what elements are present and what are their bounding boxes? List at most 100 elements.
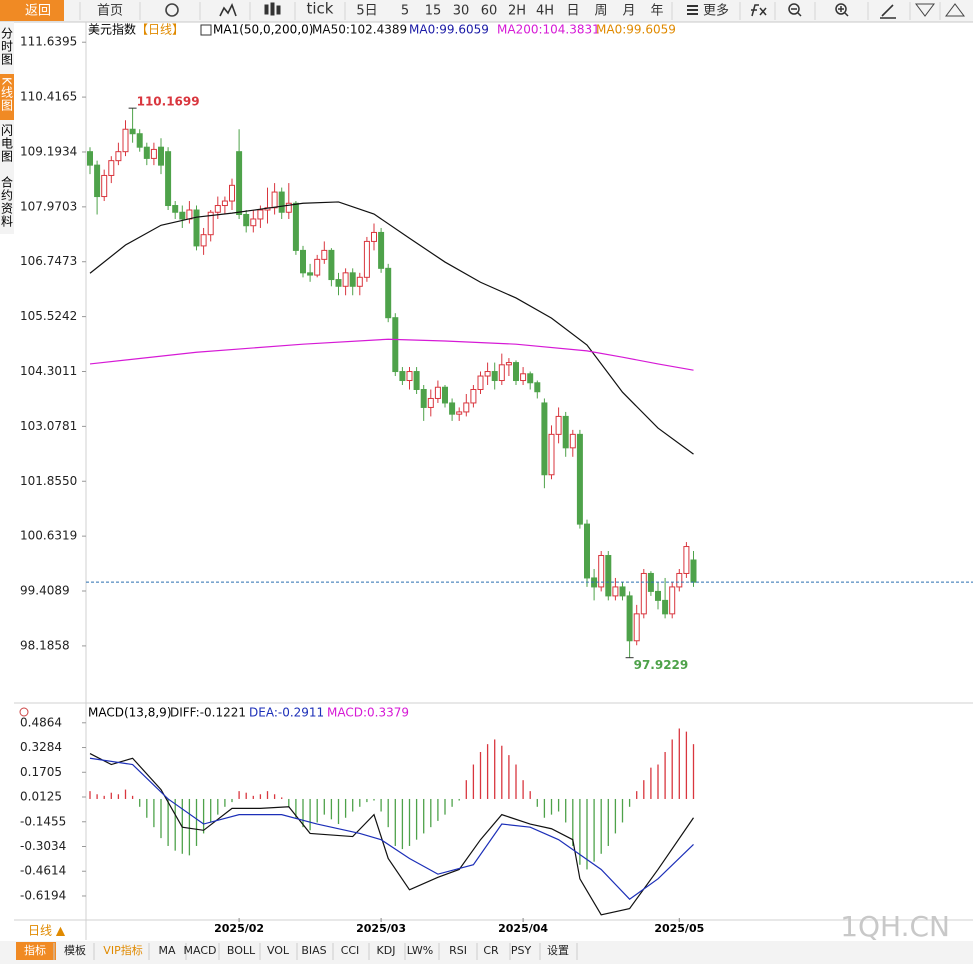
macd-line (89, 757, 694, 900)
bottom-tab[interactable]: KDJ (377, 944, 396, 957)
menu-icon[interactable] (687, 5, 698, 15)
y-tick-label: 0.4864 (20, 715, 62, 729)
candle-body (300, 249, 306, 274)
bottom-tab[interactable]: VIP指标 (103, 943, 142, 957)
candle-body (562, 415, 569, 449)
settings-icon[interactable] (19, 707, 29, 717)
home[interactable]: 首页 (97, 4, 123, 19)
period[interactable]: 2H (508, 4, 526, 19)
candle-body (314, 258, 321, 276)
y-tick-label: 104.3011 (20, 364, 77, 378)
candle-body (498, 364, 505, 382)
side-tab[interactable]: 闪电图 (0, 124, 14, 163)
zoom-out[interactable] (788, 3, 802, 17)
candle-body (363, 240, 370, 278)
bottom-tab[interactable]: 指标 (24, 943, 46, 957)
more[interactable]: 更多 (703, 3, 729, 19)
candle-body (619, 586, 626, 597)
legend-item: DEA:-0.2911 (249, 706, 324, 720)
side-tab[interactable]: 分时图 (0, 27, 14, 66)
bottom-tab[interactable]: CCI (341, 944, 360, 957)
period[interactable]: 5日 (356, 4, 377, 19)
ma-icon (200, 24, 212, 36)
period[interactable]: 月 (622, 4, 635, 19)
candle-body (271, 191, 278, 209)
candle-icon[interactable] (264, 2, 281, 16)
candle-body (207, 211, 214, 236)
candle-body (477, 375, 484, 390)
candle-body (165, 151, 172, 207)
candle-body (449, 402, 456, 415)
chart-icon[interactable] (219, 2, 237, 17)
bottom-tab[interactable]: PSY (511, 944, 532, 957)
candle-body (527, 373, 534, 384)
candle-body (655, 590, 661, 601)
tick[interactable]: tick (307, 0, 334, 18)
y-tick-label: 100.6319 (20, 529, 77, 543)
bottom-tab[interactable]: MACD (184, 944, 217, 957)
candle-body (470, 388, 477, 404)
candle-body (129, 128, 136, 135)
candle-body (108, 160, 115, 176)
candle-body (200, 234, 207, 247)
side-tab-active[interactable]: K线图 (0, 77, 14, 112)
period[interactable]: 4H (536, 4, 554, 19)
toolbar (0, 0, 973, 22)
bottom-tab[interactable]: BIAS (301, 944, 326, 957)
bottom-tab[interactable]: VOL (267, 944, 290, 957)
candle-body (221, 200, 228, 207)
period[interactable]: 15 (425, 4, 442, 19)
candle-body (172, 205, 179, 213)
period-switch[interactable]: 日线 ▲ (28, 924, 66, 938)
candle-body (371, 231, 377, 242)
period[interactable]: 60 (481, 4, 498, 19)
candle-body (669, 586, 676, 615)
tool-icon[interactable] (915, 3, 935, 17)
side-tab[interactable]: 合约资料 (0, 175, 14, 228)
candle-body (434, 386, 441, 399)
candle-body (349, 272, 356, 287)
bottom-tab[interactable]: 设置 (547, 944, 569, 957)
period-label: 【日线】 (136, 23, 184, 37)
y-tick-label: -0.3034 (20, 839, 66, 853)
candle-body (633, 613, 640, 642)
candle-body (541, 402, 548, 476)
bottom-tab[interactable]: 模板 (64, 943, 86, 957)
tool-icon[interactable] (945, 3, 965, 17)
candle-body (569, 433, 576, 449)
min-label: 97.9229 (634, 658, 689, 672)
bottom-tab[interactable]: CR (483, 944, 499, 957)
candle-body (214, 205, 221, 213)
y-tick-label: 0.1705 (20, 765, 62, 779)
candle-body (392, 317, 399, 373)
candle-body (520, 373, 527, 382)
candle-body (186, 209, 193, 220)
draw-icon[interactable] (880, 4, 896, 19)
toolbar-separators (79, 2, 941, 20)
zoom-in[interactable] (835, 3, 849, 17)
back-button[interactable] (0, 0, 64, 21)
candle-body (335, 279, 342, 287)
period[interactable]: 周 (594, 4, 607, 19)
candle-body (420, 388, 427, 408)
period[interactable]: 年 (650, 4, 663, 19)
fx-icon[interactable] (751, 4, 767, 17)
y-tick-label: 103.0781 (20, 419, 77, 433)
candle-body (158, 146, 164, 166)
y-tick-label: 0.0125 (20, 790, 62, 804)
candle-body (122, 128, 129, 153)
back-label[interactable]: 返回 (25, 4, 51, 19)
candle-body (548, 433, 555, 476)
bottom-tab[interactable]: RSI (449, 944, 467, 957)
bottom-tabs (0, 941, 973, 964)
candle-body (115, 151, 122, 162)
period[interactable]: 日 (566, 4, 579, 19)
candle-body (626, 595, 633, 642)
bottom-tab[interactable]: BOLL (227, 944, 256, 957)
bottom-tab[interactable]: MA (158, 944, 175, 957)
candle-body (534, 382, 541, 393)
period[interactable]: 30 (453, 4, 470, 19)
period[interactable]: 5 (401, 4, 409, 19)
refresh-icon[interactable] (165, 3, 179, 17)
bottom-tab[interactable]: LW% (407, 944, 433, 957)
